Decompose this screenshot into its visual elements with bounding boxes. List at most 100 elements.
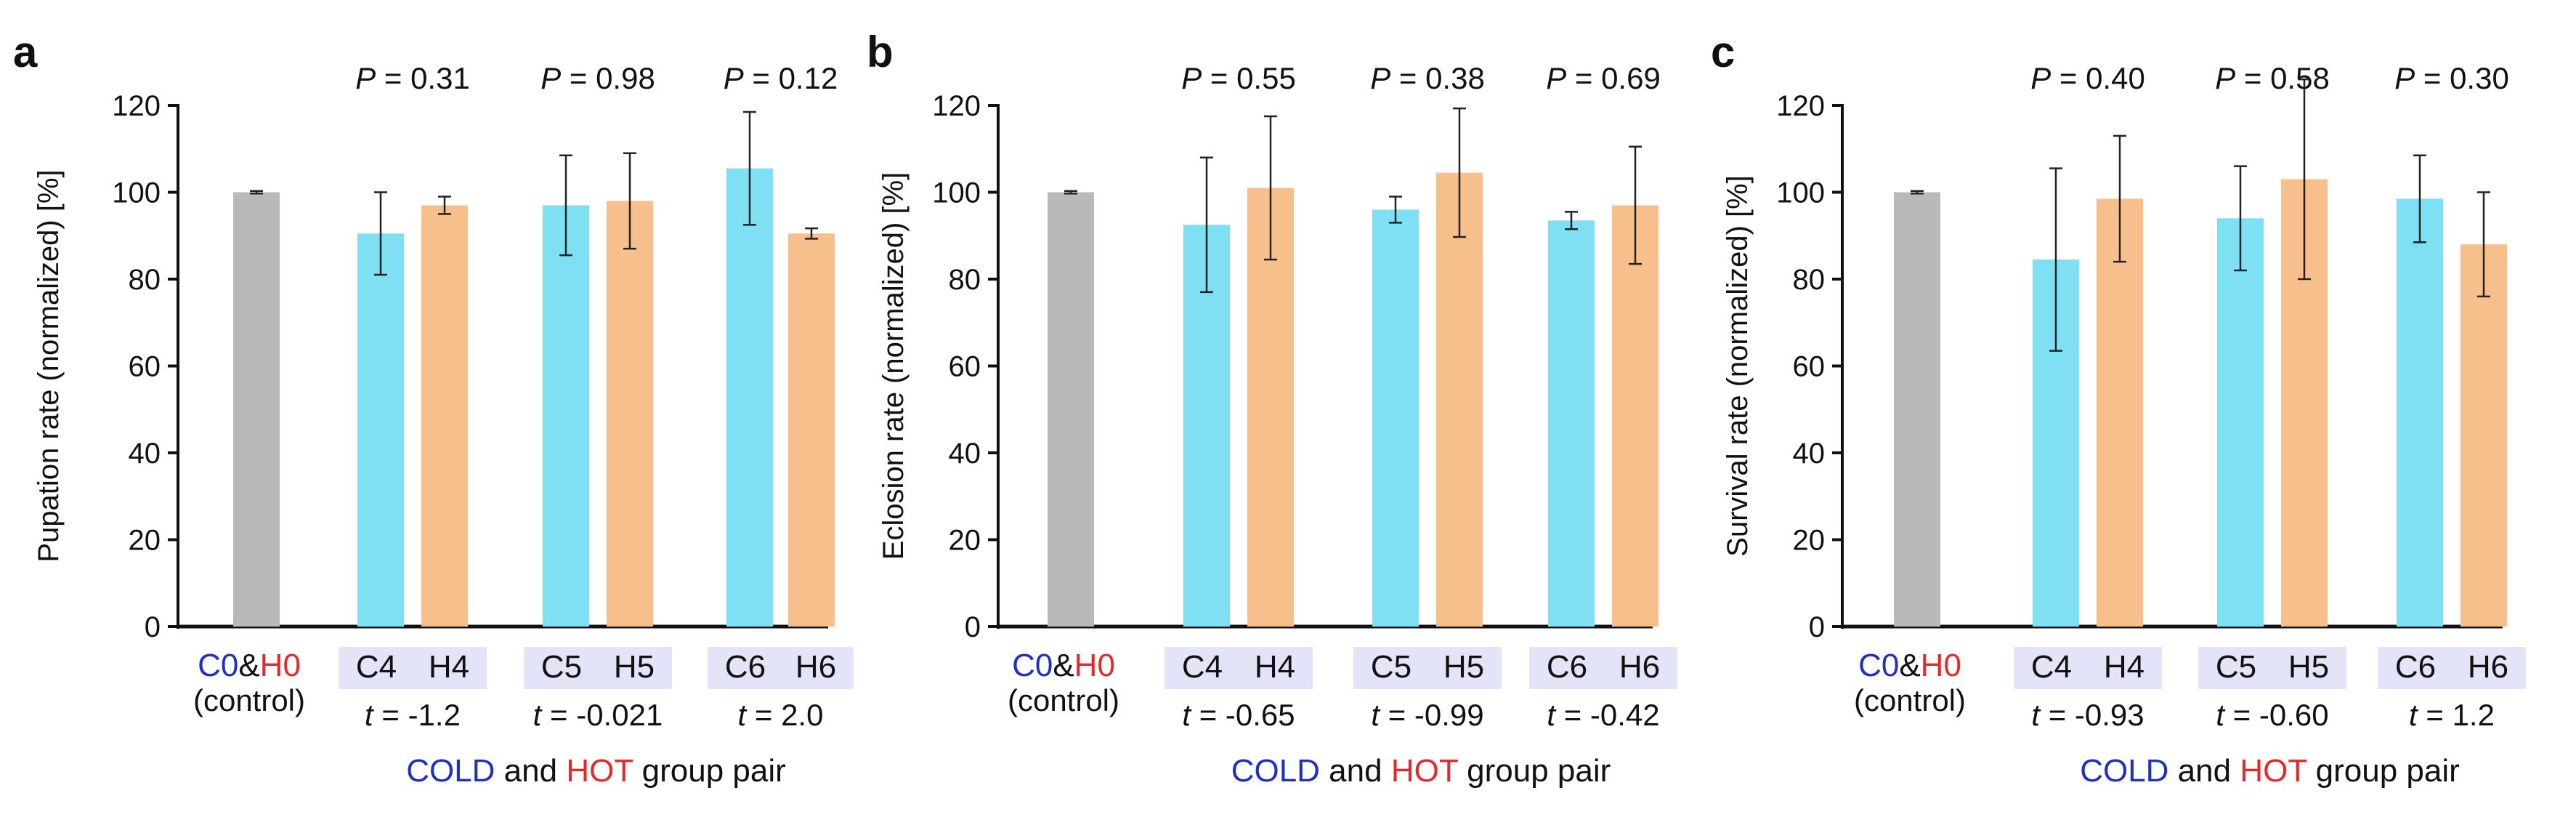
panel-a: a Pupation rate (normalized) [%] 0 20 40 60 80… <box>13 28 854 789</box>
t-value-text: = -0.93 <box>2040 698 2144 732</box>
x-label-control-sub: (control) <box>193 683 305 717</box>
x-label-h6: H6 <box>795 649 836 685</box>
pair-C4-H4: P = 0.31 C4 H4 t = -1.2 <box>339 61 487 732</box>
p-value-text: = 0.38 <box>1390 61 1485 95</box>
y-tick-label: 100 <box>932 177 981 209</box>
p-symbol: P <box>2030 61 2051 95</box>
bar-h4 <box>1247 188 1294 627</box>
t-value-text: = 2.0 <box>746 698 823 732</box>
x-label-h4: H4 <box>1255 649 1295 685</box>
y-axis-label: Eclosion rate (normalized) [%] <box>878 172 910 560</box>
error-bar-h4 <box>1264 115 1277 261</box>
error-bar-c5 <box>559 154 572 257</box>
error-bar-c4 <box>2049 167 2062 352</box>
x-label-control: C0&H0 <box>1858 648 1961 683</box>
y-tick-label: 80 <box>129 264 161 296</box>
x-label-c6: C6 <box>2395 649 2436 685</box>
pair-C4-H4: P = 0.55 C4 H4 t = -0.65 <box>1165 61 1313 732</box>
t-symbol: t <box>365 698 375 732</box>
p-value-label: P = 0.40 <box>2030 61 2145 95</box>
pair-label-highlight <box>339 647 487 689</box>
error-bar-control <box>1911 190 1924 195</box>
p-value-text: = 0.55 <box>1202 61 1296 95</box>
t-value-text: = -0.60 <box>2224 698 2329 732</box>
t-value-text: = 1.2 <box>2418 698 2495 732</box>
p-value-label: P = 0.98 <box>540 61 655 95</box>
p-value-label: P = 0.58 <box>2215 61 2330 95</box>
bar-c6 <box>726 168 773 627</box>
x-label-c4: C4 <box>1182 649 1223 685</box>
t-value-label: t = -0.93 <box>2031 698 2144 732</box>
bar-c6 <box>2397 198 2443 627</box>
t-value-label: t = 2.0 <box>738 698 824 732</box>
t-symbol: t <box>1182 698 1192 732</box>
t-symbol: t <box>738 698 748 732</box>
x-label-h6: H6 <box>1619 649 1660 685</box>
t-value-label: t = -0.65 <box>1182 698 1295 732</box>
p-value-text: = 0.98 <box>561 61 655 95</box>
bar-h6 <box>2460 244 2507 627</box>
error-bar-c6 <box>1565 211 1578 230</box>
x-label-control-sub: (control) <box>1008 683 1119 717</box>
error-bar-c6 <box>2413 154 2426 244</box>
y-tick-label: 40 <box>129 438 161 470</box>
t-symbol: t <box>1371 698 1381 732</box>
y-tick-label: 80 <box>949 264 981 296</box>
error-bar-c4 <box>374 191 387 276</box>
p-value-text: = 0.40 <box>2051 61 2145 95</box>
bar-h4 <box>2097 198 2143 627</box>
error-bar-c4 <box>1200 156 1213 294</box>
p-symbol: P <box>1181 61 1202 95</box>
y-tick-label: 0 <box>965 611 981 643</box>
panel-c: c Survival rate (normalized) [%] 0 20 40 60 80… <box>1711 28 2526 789</box>
bar-h6 <box>1612 205 1658 627</box>
pair-C5-H5: P = 0.38 C5 H5 t = -0.99 <box>1353 61 1502 732</box>
pair-label-highlight <box>2378 647 2526 689</box>
t-symbol: t <box>2031 698 2041 732</box>
control-cold-label: C0 <box>1012 648 1053 683</box>
x-label-c5: C5 <box>1371 649 1411 685</box>
y-tick-label: 0 <box>145 611 161 643</box>
x-title-hot: HOT <box>566 753 633 789</box>
pair-C6-H6: P = 0.69 C6 H6 t = -0.42 <box>1529 61 1677 732</box>
p-value-label: P = 0.69 <box>1546 61 1661 95</box>
p-value-label: P = 0.30 <box>2394 61 2509 95</box>
bar-h5 <box>1436 172 1483 627</box>
x-title-and: and <box>495 753 566 789</box>
error-bar-h5 <box>2298 78 2311 281</box>
pair-C5-H5: P = 0.58 C5 H5 t = -0.60 <box>2198 61 2346 732</box>
t-symbol: t <box>1547 698 1557 732</box>
p-value-label: P = 0.55 <box>1181 61 1296 95</box>
t-value-text: = -0.42 <box>1555 698 1660 732</box>
y-axis-label: Pupation rate (normalized) [%] <box>33 169 65 562</box>
y-tick-label: 120 <box>932 90 981 122</box>
bar-h5 <box>607 201 653 627</box>
t-symbol: t <box>533 698 543 732</box>
x-label-c5: C5 <box>2216 649 2256 685</box>
error-bar-c5 <box>2234 165 2247 272</box>
x-title-rest: group pair <box>2306 753 2459 789</box>
error-bar-h6 <box>2477 191 2490 298</box>
t-value-label: t = -0.021 <box>533 698 663 732</box>
pair-label-highlight <box>1353 647 1502 689</box>
x-axis-title: COLD and HOT group pair <box>2080 753 2460 789</box>
bar-control <box>233 192 280 627</box>
x-title-rest: group pair <box>1458 753 1611 789</box>
p-symbol: P <box>724 61 744 95</box>
x-label-h5: H5 <box>1443 649 1484 685</box>
pair-C4-H4: P = 0.40 C4 H4 t = -0.93 <box>2014 61 2162 732</box>
y-axis-label: Survival rate (normalized) [%] <box>1722 175 1754 557</box>
p-value-text: = 0.69 <box>1566 61 1661 95</box>
y-tick-label: 100 <box>112 177 161 209</box>
y-tick-label: 20 <box>949 525 981 557</box>
x-label-control: C0&H0 <box>1012 648 1115 683</box>
t-value-text: = -0.65 <box>1191 698 1295 732</box>
control-amp: & <box>1899 648 1920 683</box>
p-symbol: P <box>1546 61 1566 95</box>
x-title-and: and <box>1320 753 1391 789</box>
panel-b: b Eclosion rate (normalized) [%] 0 20 40 60 80… <box>867 28 1677 789</box>
y-tick-label: 100 <box>1776 177 1825 209</box>
x-label-h4: H4 <box>2104 649 2144 685</box>
t-value-label: t = -0.60 <box>2216 698 2328 732</box>
